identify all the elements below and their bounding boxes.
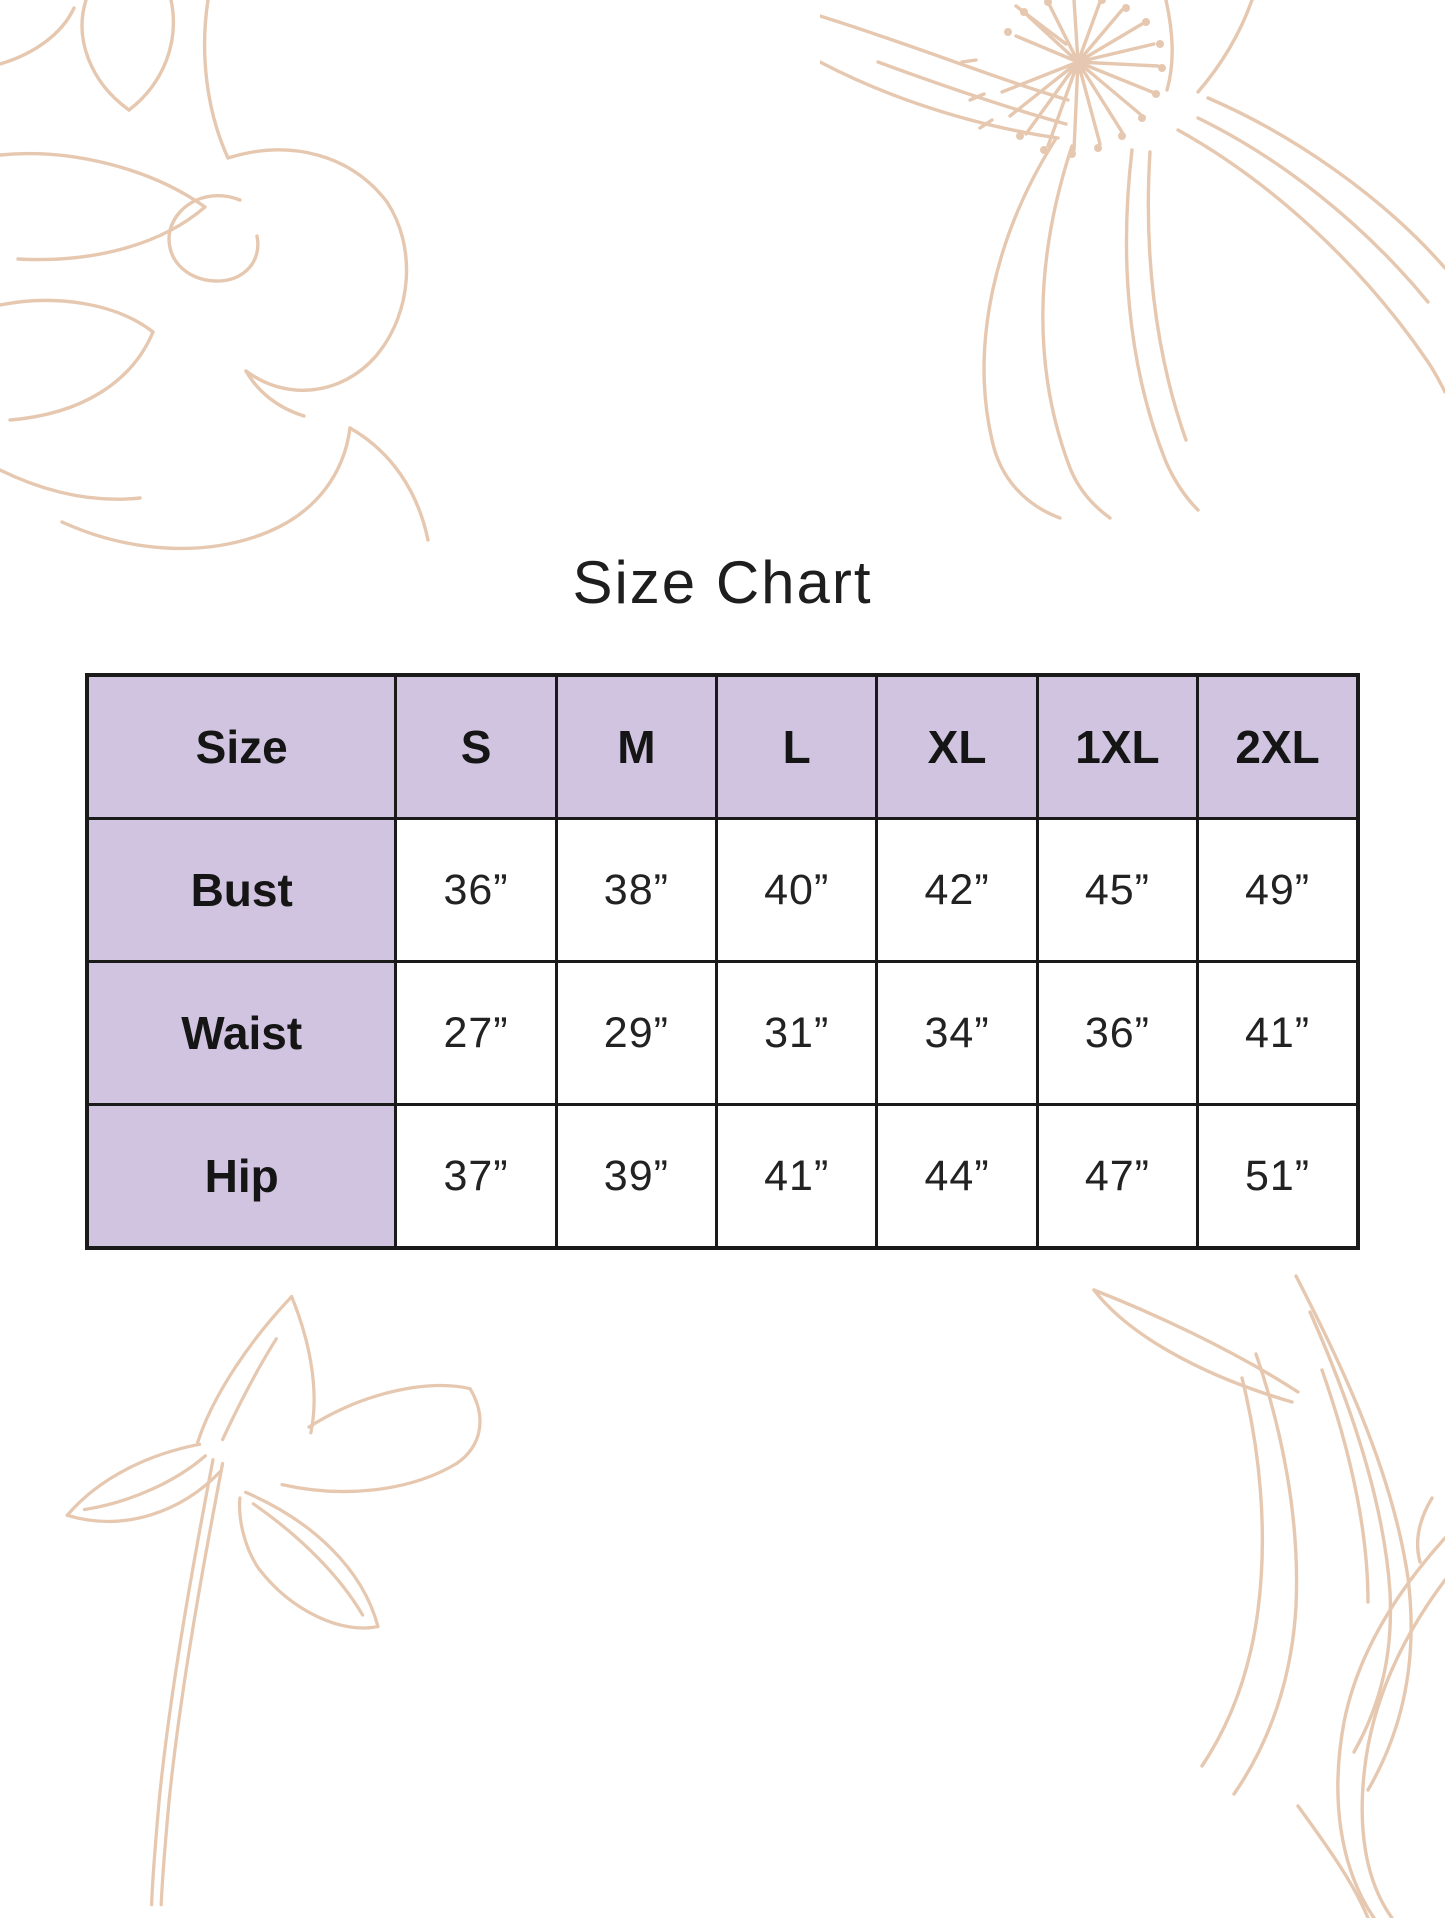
- value-cell: 41”: [1196, 960, 1360, 1106]
- value-cell: 37”: [394, 1103, 558, 1250]
- rose-flower-top-left-icon: [0, 0, 430, 551]
- value-cell: 36”: [394, 817, 558, 963]
- value-cell: 42”: [875, 817, 1039, 963]
- header-cell-2xl: 2XL: [1196, 673, 1360, 820]
- table-row-hip: Hip 37” 39” 41” 44” 47” 51”: [85, 1103, 1360, 1250]
- value-cell: 49”: [1196, 817, 1360, 963]
- value-cell: 39”: [554, 1103, 719, 1250]
- size-chart-table-container: Size S M L XL 1XL 2XL Bust 36” 38” 40” 4…: [85, 673, 1360, 1250]
- header-cell-size: Size: [85, 673, 398, 820]
- value-cell: 31”: [715, 960, 879, 1106]
- size-chart-table: Size S M L XL 1XL 2XL Bust 36” 38” 40” 4…: [85, 673, 1360, 1250]
- value-cell: 40”: [715, 817, 879, 963]
- header-cell-1xl: 1XL: [1035, 673, 1200, 820]
- header-cell-m: M: [554, 673, 719, 820]
- row-label-cell: Hip: [85, 1103, 398, 1250]
- value-cell: 34”: [875, 960, 1039, 1106]
- header-cell-xl: XL: [875, 673, 1039, 820]
- value-cell: 41”: [715, 1103, 879, 1250]
- page-title: Size Chart: [572, 549, 873, 616]
- leaves-bottom-right-icon: [1092, 1274, 1445, 1918]
- value-cell: 27”: [394, 960, 558, 1106]
- value-cell: 38”: [554, 817, 719, 963]
- header-row: Size S M L XL 1XL 2XL: [85, 673, 1360, 820]
- open-flower-top-right-icon: [820, 0, 1445, 520]
- header-cell-s: S: [394, 673, 558, 820]
- table-row-bust: Bust 36” 38” 40” 42” 45” 49”: [85, 817, 1360, 963]
- value-cell: 51”: [1196, 1103, 1360, 1250]
- stemmed-flower-bottom-left-icon: [65, 1294, 482, 1907]
- value-cell: 44”: [875, 1103, 1039, 1250]
- value-cell: 29”: [554, 960, 719, 1106]
- row-label-cell: Bust: [85, 817, 398, 963]
- value-cell: 47”: [1035, 1103, 1200, 1250]
- value-cell: 45”: [1035, 817, 1200, 963]
- row-label-cell: Waist: [85, 960, 398, 1106]
- value-cell: 36”: [1035, 960, 1200, 1106]
- header-cell-l: L: [715, 673, 879, 820]
- table-row-waist: Waist 27” 29” 31” 34” 36” 41”: [85, 960, 1360, 1106]
